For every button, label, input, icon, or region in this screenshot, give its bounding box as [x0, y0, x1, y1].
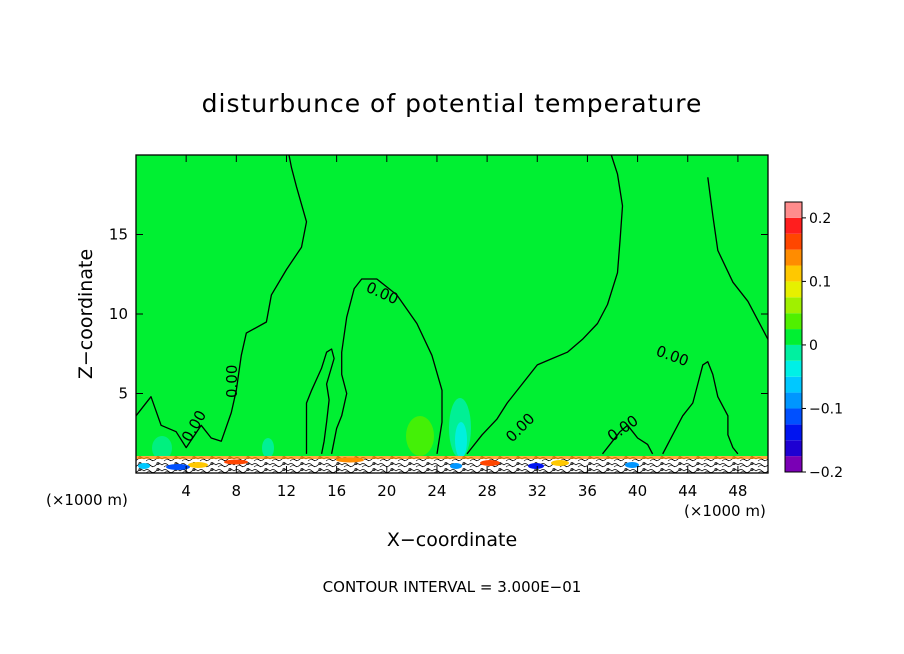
x-tick-label: 20	[377, 482, 396, 500]
colorbar-tick-label: −0.2	[809, 465, 843, 481]
colorbar-level	[785, 456, 802, 472]
contour-lines	[136, 155, 768, 455]
colorbar: 0.2 0.1 0 −0.1 −0.2	[784, 201, 843, 481]
cold-anomaly-blob	[152, 436, 172, 460]
contour-label: 0.00	[223, 365, 241, 398]
surface-band	[136, 456, 768, 459]
cold-surface-spot	[528, 463, 544, 469]
colorbar-level	[785, 344, 802, 361]
cold-surface-spot	[138, 463, 150, 469]
contour-line-zero	[601, 424, 654, 455]
x-axis-unit-label-right: (×1000 m)	[684, 502, 766, 520]
anomaly-blobs	[152, 398, 471, 460]
warm-anomaly-blob	[406, 416, 434, 456]
colorbar-level	[785, 376, 802, 393]
y-tick-label: 15	[109, 226, 128, 244]
x-tick-label: 8	[232, 482, 242, 500]
cold-surface-spot	[166, 464, 190, 470]
y-tick-label: 10	[109, 305, 128, 323]
colorbar-level	[785, 408, 802, 425]
contour-line-zero	[136, 155, 308, 449]
y-axis: 5 10 15	[109, 226, 768, 403]
chart-title: disturbunce of potential temperature	[202, 89, 703, 118]
colorbar-level	[785, 233, 802, 250]
colorbar-tick-label: −0.1	[809, 401, 843, 417]
cold-anomaly-blob	[262, 438, 274, 458]
x-axis: 4 8 12 16 20 24 28 32 36 40 44 48	[181, 155, 747, 500]
colorbar-tick-label: 0	[809, 338, 818, 354]
warm-surface-spot	[480, 460, 500, 466]
colorbar-tick-label: 0.1	[809, 274, 831, 290]
warm-surface-spot	[224, 459, 248, 465]
colorbar-level	[785, 217, 802, 234]
x-tick-label: 44	[678, 482, 697, 500]
contour-line-zero	[330, 278, 443, 455]
colorbar-level	[785, 360, 802, 377]
contour-interval-note: CONTOUR INTERVAL = 3.000E−01	[323, 578, 582, 596]
x-tick-label: 32	[528, 482, 547, 500]
colorbar-level	[785, 329, 802, 345]
colorbar-level	[785, 202, 802, 218]
colorbar-level	[785, 313, 802, 330]
cold-anomaly-blob	[455, 422, 467, 458]
colorbar-level	[785, 440, 802, 457]
colorbar-level	[785, 297, 802, 314]
warm-surface-spot	[188, 462, 208, 468]
x-tick-label: 16	[327, 482, 346, 500]
plot-area: 0.00 0.00 0.00 0.00 0.00 0.00	[136, 155, 768, 473]
cold-surface-spot	[450, 463, 462, 469]
contour-line-zero	[662, 361, 739, 455]
x-tick-label: 48	[728, 482, 747, 500]
colorbar-level	[785, 392, 802, 409]
x-tick-label: 28	[478, 482, 497, 500]
x-tick-label: 4	[181, 482, 191, 500]
x-tick-label: 36	[578, 482, 597, 500]
x-axis-title: X−coordinate	[387, 529, 517, 551]
warm-surface-spot	[551, 460, 569, 466]
colorbar-frame	[784, 201, 803, 473]
y-tick-label: 5	[118, 385, 128, 403]
cold-surface-spot	[625, 462, 639, 468]
colorbar-tick-label: 0.2	[809, 211, 831, 227]
warm-surface-spot	[336, 457, 364, 463]
y-axis-title: Z−coordinate	[75, 249, 97, 379]
surface-layer	[136, 456, 768, 473]
x-tick-label: 24	[427, 482, 446, 500]
colorbar-level	[785, 265, 802, 282]
colorbar-level	[785, 249, 802, 266]
colorbar-level	[785, 281, 802, 298]
x-tick-label: 12	[277, 482, 296, 500]
contour-line-zero	[707, 177, 768, 340]
contour-line-zero	[466, 155, 624, 455]
contour-line-zero	[305, 348, 335, 455]
x-axis-unit-label: (×1000 m)	[46, 491, 128, 509]
colorbar-level	[785, 424, 802, 441]
x-tick-label: 40	[628, 482, 647, 500]
